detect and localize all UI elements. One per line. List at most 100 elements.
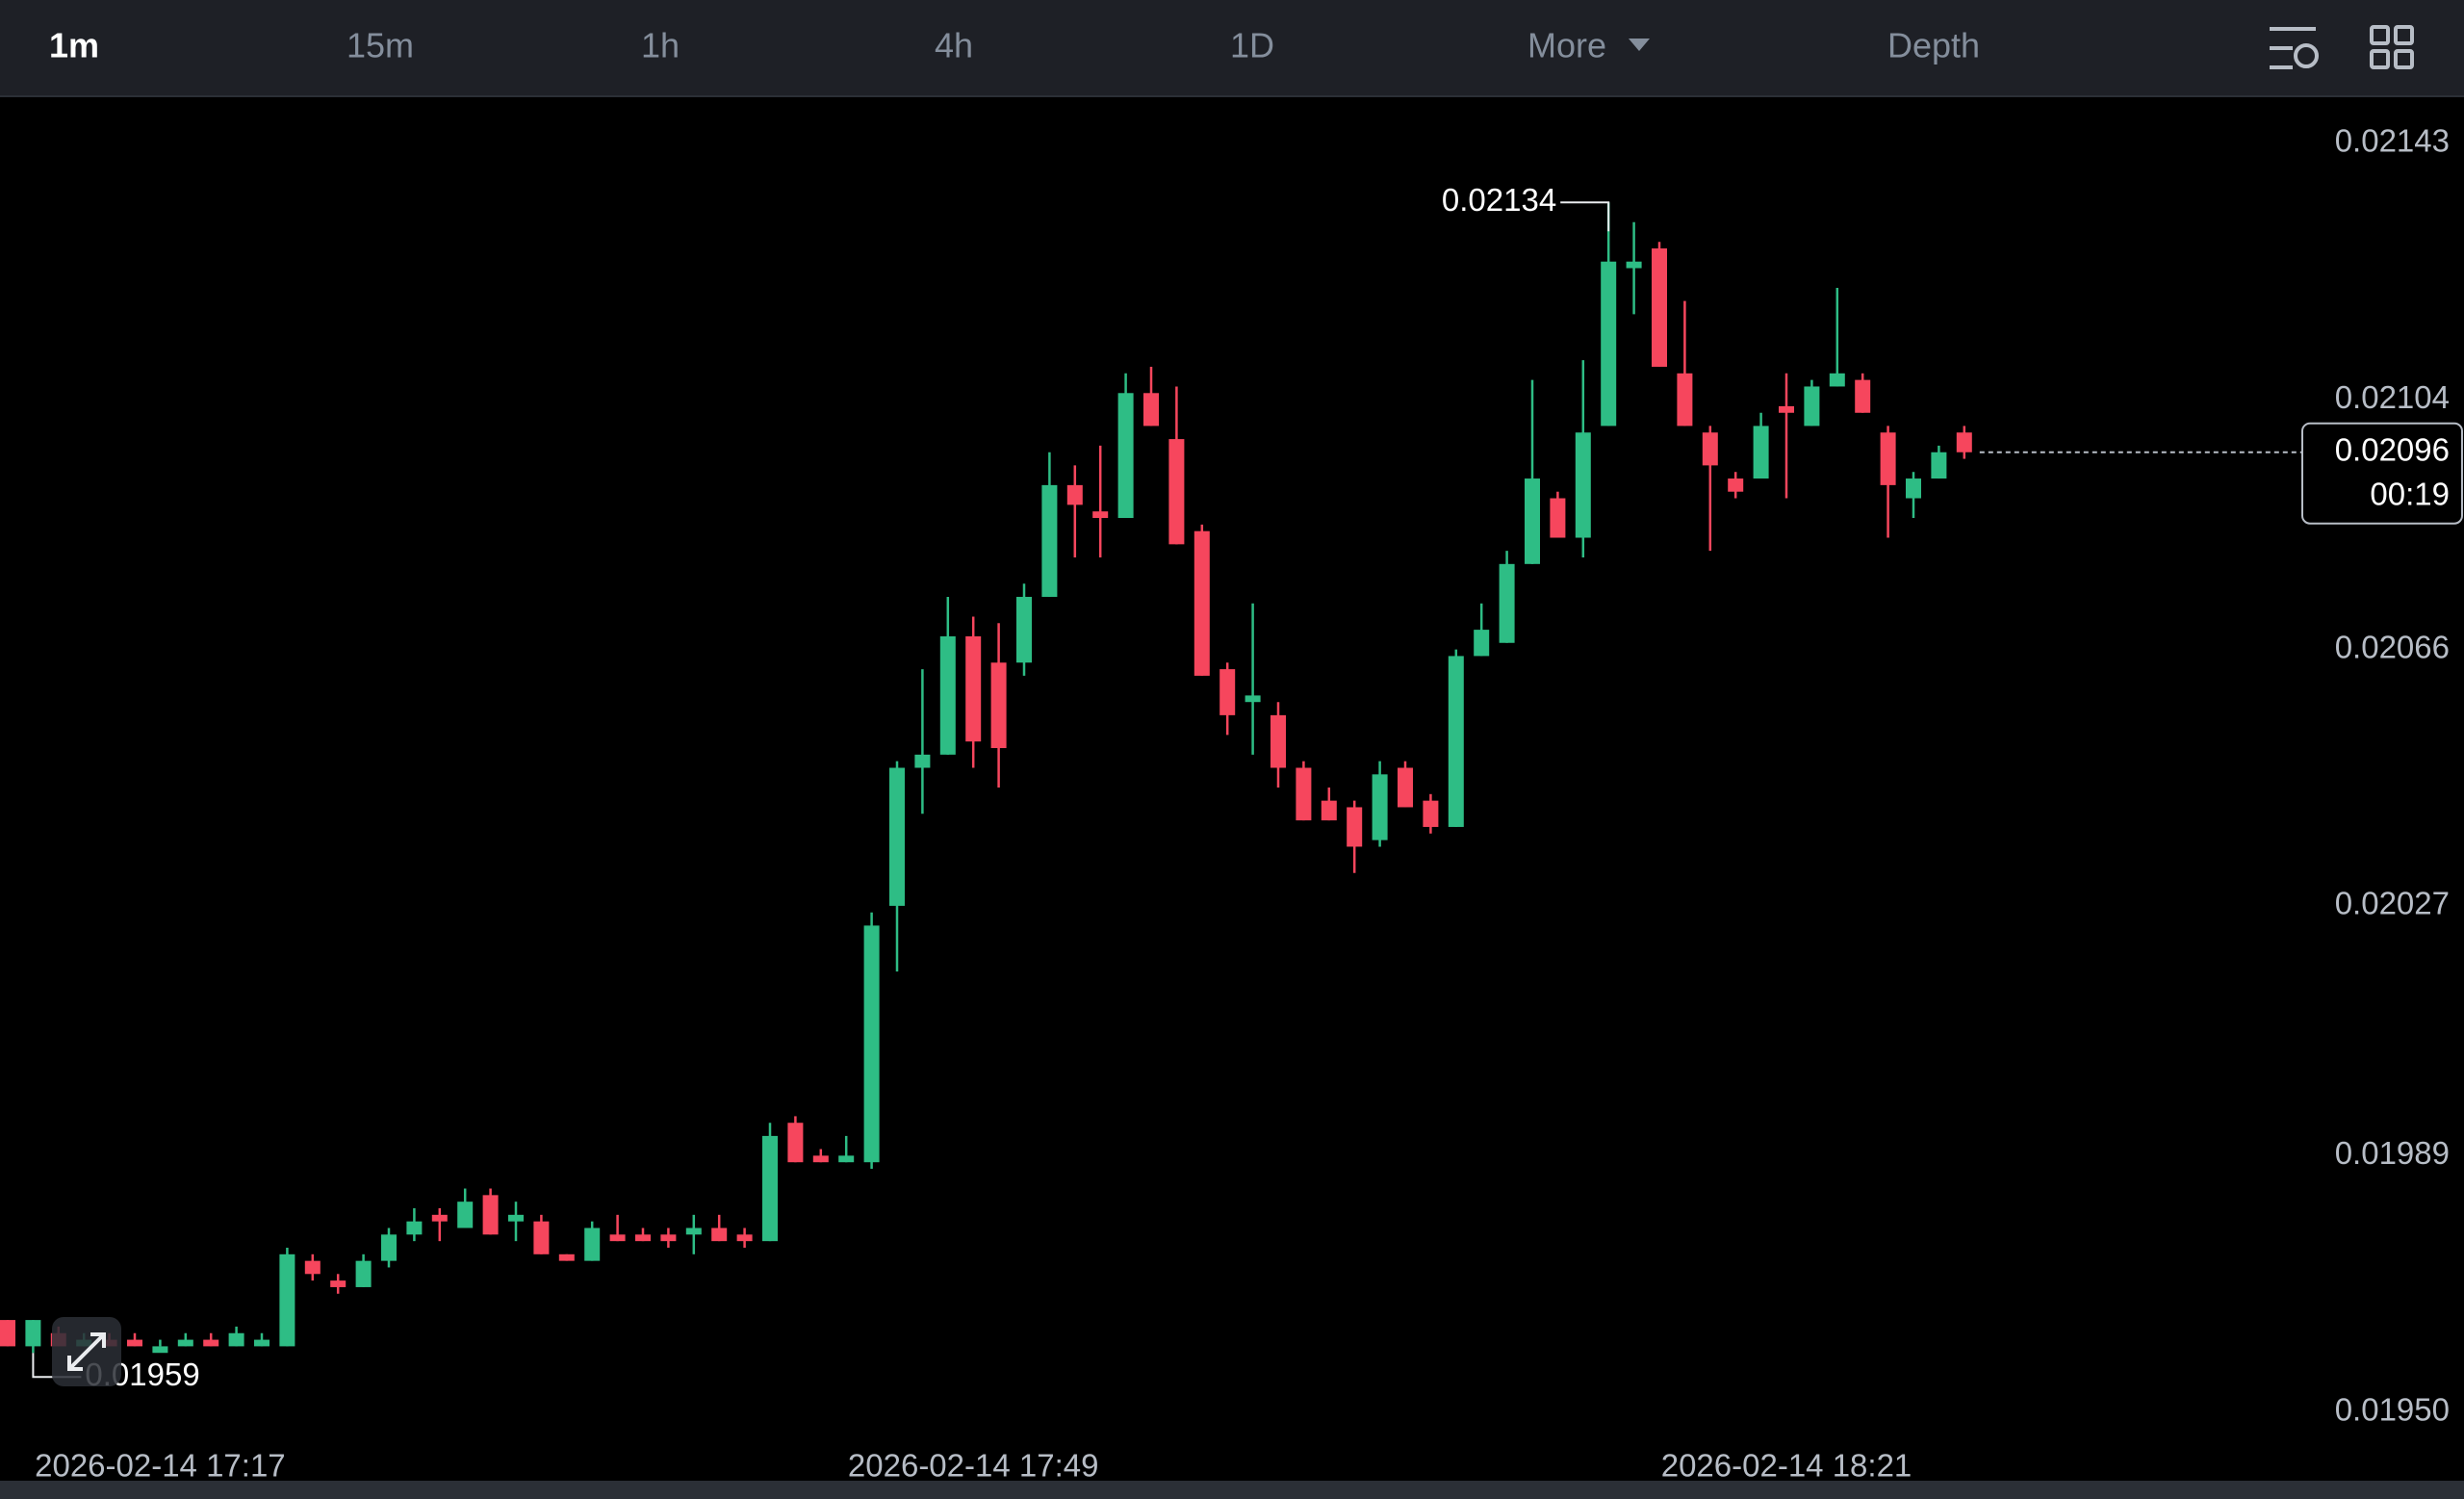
candle-body [254,1339,270,1347]
timeframe-tab[interactable]: 15m [346,26,414,65]
candle [1117,373,1134,519]
x-tick-label: 2026-02-14 17:49 [848,1448,1099,1484]
candle [863,912,880,1170]
bottom-bar [0,1481,2464,1499]
candle-body [1270,714,1286,768]
candle [1372,761,1388,847]
candle-body [1245,695,1261,703]
timeframe-tab[interactable]: 1h [641,26,680,65]
candle [1398,761,1413,808]
candle-body [1525,478,1540,564]
high-marker-label: 0.02134 [1442,182,1556,218]
y-tick-label: 0.01989 [2335,1135,2450,1171]
candle [1779,373,1794,499]
timeframe-tab[interactable]: 1m [49,26,99,65]
candle [431,1208,448,1242]
more-caret[interactable] [1629,39,1650,51]
candle-body [584,1228,601,1261]
candle-body [1372,774,1388,840]
timeframe-tab[interactable]: Depth [1887,26,1980,65]
candle-body [609,1234,626,1242]
candle [990,623,1007,788]
candle-body [1626,261,1642,269]
x-tick-label: 2026-02-14 17:17 [35,1448,286,1484]
candle [558,1253,575,1261]
candle-body [457,1202,474,1228]
candle [1194,524,1210,676]
candle [736,1228,753,1248]
candle [1804,379,1820,426]
candle-body [228,1332,244,1347]
toolbar [0,0,2464,96]
candle-body [965,635,982,742]
y-tick-label: 0.01950 [2335,1391,2450,1427]
candle-body [482,1195,499,1235]
candle [635,1228,651,1242]
candle [1677,300,1693,426]
candle [406,1208,423,1242]
candle-body [1829,373,1845,387]
candle [1448,649,1464,827]
candle [1829,288,1845,387]
candle [1168,386,1185,545]
candle-body [1804,386,1820,426]
candle-body [787,1123,804,1163]
candle [1956,426,1972,459]
plot-area: 0.01950 0.01989 0.02027 0.02066 0.02104 0.021… [0,123,2463,1484]
candle-body [1956,432,1972,452]
candle-body [1398,767,1413,808]
candle-body [1652,248,1667,367]
candle-body [914,754,931,768]
candle-body [381,1234,397,1261]
candle [254,1332,270,1347]
candle [609,1214,626,1242]
candle-body [1601,261,1617,426]
candle-body [203,1339,219,1347]
candle [787,1116,804,1163]
candle-body [304,1260,321,1275]
candle [1575,360,1591,557]
candle [1245,603,1261,755]
candle [939,596,956,755]
candle [0,1320,15,1347]
candle [152,1339,168,1354]
last-price-label: 0.02096 [2335,431,2450,467]
settings-icon[interactable] [2270,27,2319,69]
candle-body [1219,669,1236,715]
candle [889,761,905,972]
candle-body [1728,478,1744,492]
timeframe-tab[interactable]: More [1527,26,1606,65]
candle-body [685,1228,702,1235]
candle-body [939,635,956,755]
candle-body [279,1253,295,1347]
candle [1499,551,1515,643]
high-marker-line [1560,201,1610,232]
candle [838,1135,855,1163]
candle [330,1274,346,1294]
candle [1041,452,1058,597]
expand-button[interactable] [52,1317,121,1386]
candle [127,1332,142,1347]
candle-body [1779,405,1794,413]
candle [965,616,982,768]
candle-body [660,1234,677,1242]
candle [1474,603,1490,657]
candle-body [355,1260,372,1287]
candle [711,1214,728,1242]
candle [660,1228,677,1248]
candle [1728,472,1744,499]
candle [812,1149,829,1163]
candle [1652,242,1667,367]
candle [1296,761,1312,821]
layout-icon[interactable] [2370,25,2414,69]
timeframe-tab[interactable]: 1D [1230,26,1274,65]
candle-body [838,1155,855,1163]
candle [533,1214,550,1254]
candle-body [1855,379,1871,413]
candle-body [1550,498,1566,538]
candle-body [1168,439,1185,545]
timeframe-tab[interactable]: 4h [935,26,973,65]
candle-body [533,1221,550,1254]
